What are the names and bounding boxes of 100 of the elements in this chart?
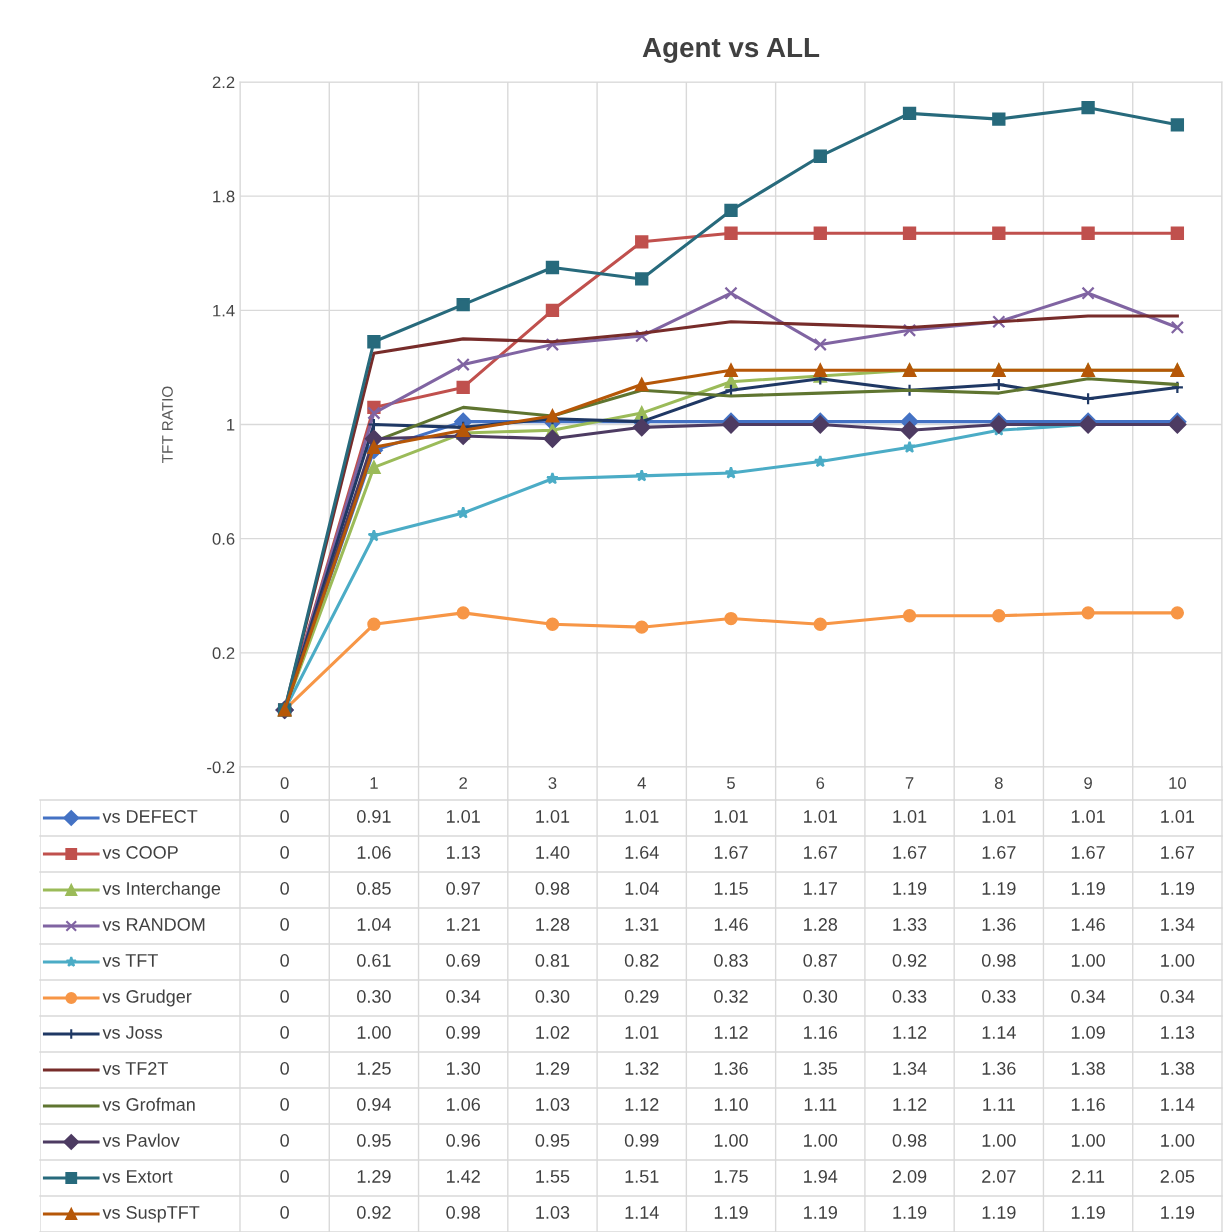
- data-label: 1.01: [893, 810, 927, 823]
- y-tick-label: 0.6: [212, 533, 235, 545]
- data-label: 1.94: [804, 1170, 838, 1183]
- data-label: 0: [280, 882, 289, 895]
- data-label: 1.02: [536, 1026, 570, 1039]
- data-label: 1.19: [1161, 1206, 1195, 1219]
- data-label: 0.97: [446, 882, 480, 895]
- data-label: 1.00: [714, 1134, 748, 1147]
- data-label: 1.01: [625, 1026, 659, 1039]
- data-label: 1.17: [804, 882, 837, 895]
- data-label: 0.81: [535, 954, 570, 967]
- data-label: 1.64: [625, 846, 659, 859]
- data-label: 1.38: [1071, 1062, 1105, 1075]
- data-label: 1.13: [1161, 1026, 1195, 1039]
- data-label: 1.36: [714, 1062, 748, 1075]
- data-label: 1.06: [357, 846, 391, 859]
- data-label: 0: [280, 918, 289, 931]
- data-label: 1.00: [982, 1134, 1016, 1147]
- legend-label: vs COOP: [102, 846, 178, 859]
- legend-label: vs Extort: [102, 1170, 173, 1183]
- legend-label: vs Grofman: [102, 1097, 195, 1111]
- data-label: 1.03: [536, 1098, 570, 1111]
- data-label: 1.36: [982, 1062, 1016, 1075]
- data-label: 1.11: [804, 1098, 837, 1111]
- x-tick-label: 7: [905, 777, 914, 789]
- data-label: 1.19: [982, 882, 1016, 895]
- data-label: 0.99: [624, 1134, 659, 1147]
- data-label: 0.85: [357, 882, 391, 895]
- x-tick-label: 2: [459, 777, 467, 789]
- data-label: 1.19: [1071, 1206, 1105, 1219]
- data-label: 0.29: [624, 990, 659, 1003]
- data-label: 1.01: [1161, 810, 1195, 823]
- data-label: 0.99: [446, 1026, 480, 1039]
- x-tick-label: 1: [370, 777, 378, 789]
- data-label: 1.40: [536, 846, 570, 859]
- chart-title: Agent vs ALL: [642, 37, 820, 63]
- x-tick-label: 9: [1084, 777, 1092, 789]
- data-label: 0.98: [535, 882, 570, 895]
- data-label: 0.95: [357, 1134, 391, 1147]
- data-label: 0.92: [357, 1206, 391, 1219]
- data-label: 1.28: [536, 918, 570, 931]
- data-label: 1.67: [893, 846, 927, 859]
- data-label: 1.51: [625, 1170, 659, 1183]
- data-label: 1.19: [893, 1206, 927, 1219]
- data-label: 0.96: [446, 1134, 480, 1147]
- y-tick-label: 1: [227, 419, 235, 431]
- data-label: 1.42: [446, 1170, 480, 1183]
- data-label: 1.13: [446, 846, 480, 859]
- data-label: 0.98: [446, 1206, 480, 1219]
- data-label: 0: [280, 954, 289, 967]
- data-label: 2.05: [1160, 1170, 1195, 1183]
- legend-label: vs Pavlov: [102, 1133, 180, 1147]
- data-label: 1.01: [982, 810, 1016, 823]
- data-label: 0.95: [535, 1134, 570, 1147]
- legend-label: vs SuspTFT: [102, 1206, 200, 1223]
- data-label: 0.69: [446, 954, 480, 967]
- data-label: 1.46: [1071, 918, 1105, 931]
- data-label: 1.00: [804, 1134, 838, 1147]
- data-label: 1.01: [804, 810, 837, 823]
- data-label: 1.10: [714, 1098, 748, 1111]
- data-label: 1.12: [893, 1098, 927, 1111]
- data-label: 1.35: [804, 1062, 838, 1075]
- data-label: 1.38: [1161, 1062, 1195, 1075]
- legend-label: vs TF2T: [102, 1062, 168, 1075]
- data-label: 1.55: [536, 1170, 570, 1183]
- data-label: 1.67: [1161, 846, 1195, 859]
- data-label: 1.12: [893, 1026, 927, 1039]
- data-label: 1.19: [893, 882, 927, 895]
- data-label: 1.15: [714, 882, 748, 895]
- data-label: 0: [280, 1026, 289, 1039]
- data-label: 1.04: [357, 918, 391, 931]
- y-tick-label: -0.2: [207, 761, 235, 774]
- data-label: 0.87: [803, 954, 837, 967]
- data-label: 1.01: [1071, 810, 1105, 823]
- data-label: 0: [280, 810, 289, 823]
- data-label: 1.03: [536, 1206, 570, 1219]
- x-tick-label: 6: [816, 777, 825, 789]
- data-label: 1.19: [714, 1206, 748, 1219]
- data-label: 1.75: [714, 1170, 748, 1183]
- data-label: 1.00: [1071, 954, 1105, 967]
- data-label: 1.00: [1071, 1134, 1105, 1147]
- data-label: 0.34: [1071, 990, 1106, 1003]
- data-label: 0: [280, 1206, 289, 1219]
- data-label: 0: [280, 1098, 289, 1111]
- data-label: 0: [280, 846, 289, 859]
- x-tick-label: 5: [727, 777, 735, 789]
- data-label: 1.00: [357, 1026, 391, 1039]
- data-label: 1.14: [625, 1206, 659, 1219]
- legend-label: vs Grudger: [102, 989, 192, 1007]
- data-label: 1.67: [982, 846, 1016, 859]
- data-label: 1.21: [446, 918, 480, 931]
- data-label: 0.94: [357, 1098, 391, 1111]
- data-label: 1.06: [446, 1098, 480, 1111]
- x-tick-label: 4: [637, 777, 646, 789]
- x-tick-label: 3: [548, 777, 557, 789]
- data-label: 0.33: [892, 990, 927, 1003]
- data-label: 1.14: [982, 1026, 1016, 1039]
- x-tick-label: 8: [994, 777, 1003, 789]
- data-label: 0: [280, 1062, 289, 1075]
- legend-label: vs TFT: [102, 954, 158, 967]
